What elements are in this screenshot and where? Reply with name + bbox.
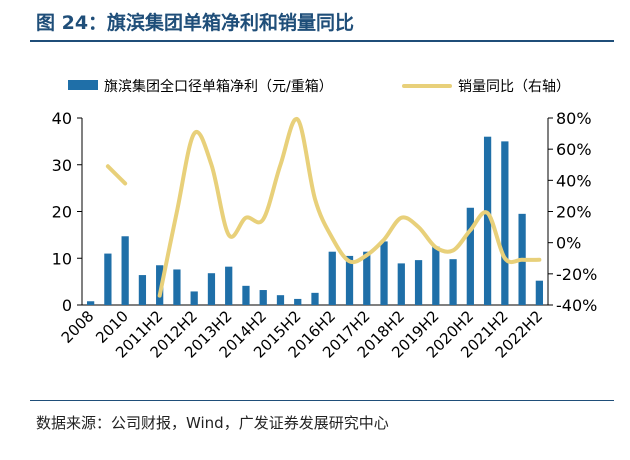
left-y-tick-label: 30: [52, 156, 72, 175]
bar-2021H2: [501, 141, 509, 305]
bar-2020H1: [449, 259, 457, 305]
right-y-tick-label: 20%: [556, 203, 592, 222]
bar-2013H2: [225, 266, 233, 305]
figure-title: 图 24：旗滨集团单箱净利和销量同比: [36, 12, 355, 34]
line-series: [105, 117, 542, 298]
chart-axes: 0 10 20 30 40 -40% -20% 0% 20% 40% 60% 80%: [52, 109, 598, 315]
bar-2012H2: [190, 291, 198, 305]
bar-2010: [121, 236, 129, 305]
bar-2013H1: [207, 273, 216, 305]
legend-label-line: 销量同比（右轴）: [458, 79, 570, 95]
bar-2015H1: [276, 295, 285, 305]
bar-2019H1: [414, 260, 423, 305]
title-divider: [30, 40, 614, 42]
legend-label-bar: 旗滨集团全口径单箱净利（元/重箱）: [104, 78, 333, 95]
right-y-tick-label: 0%: [556, 234, 581, 253]
bar-2017H1: [345, 255, 354, 305]
chart-legend: 旗滨集团全口径单箱净利（元/重箱） 销量同比（右轴）: [68, 78, 570, 95]
bar-2015H2: [294, 298, 302, 305]
bar-2020H2: [466, 207, 474, 305]
right-y-tick-label: 60%: [556, 140, 592, 159]
left-y-tick-label: 40: [52, 109, 72, 128]
x-axis-labels: 200820102011H22012H22013H22014H22015H220…: [58, 307, 546, 361]
bar-2022H2: [535, 280, 543, 305]
combo-chart: 旗滨集团全口径单箱净利（元/重箱） 销量同比（右轴） 0 10 20 30 40 -40%…: [52, 78, 598, 362]
right-y-tick-label: 80%: [556, 109, 592, 128]
bar-2021H1: [483, 136, 492, 305]
bar-2019H2: [432, 246, 440, 305]
bar-2011H1: [138, 275, 147, 305]
bar-2018H1: [380, 241, 388, 305]
right-y-tick-label: 40%: [556, 171, 592, 190]
left-y-tick-label: 10: [52, 249, 72, 268]
left-y-tick-label: 0: [62, 296, 72, 315]
bar-2016H2: [328, 251, 336, 305]
left-y-tick-label: 20: [52, 203, 72, 222]
figure-header: 图 24：旗滨集团单箱净利和销量同比: [0, 0, 630, 42]
bar-2014H1: [242, 285, 250, 305]
legend-swatch-bar: [68, 80, 98, 90]
bar-2014H2: [259, 290, 267, 305]
bar-2008: [87, 301, 95, 305]
bar-2016H1: [311, 292, 319, 305]
bar-2011H2: [156, 265, 164, 305]
right-y-tick-label: -40%: [556, 296, 597, 315]
bar-2009: [104, 253, 112, 305]
footer-divider: [30, 400, 614, 401]
bar-2018H2: [397, 263, 405, 305]
line-segment-2: [157, 117, 542, 298]
source-note: 数据来源：公司财报，Wind，广发证券发展研究中心: [36, 414, 389, 432]
line-segment-1: [105, 164, 128, 186]
bar-2012H1: [173, 269, 181, 305]
right-y-tick-label: -20%: [556, 265, 597, 284]
bar-2017H2: [363, 251, 371, 305]
